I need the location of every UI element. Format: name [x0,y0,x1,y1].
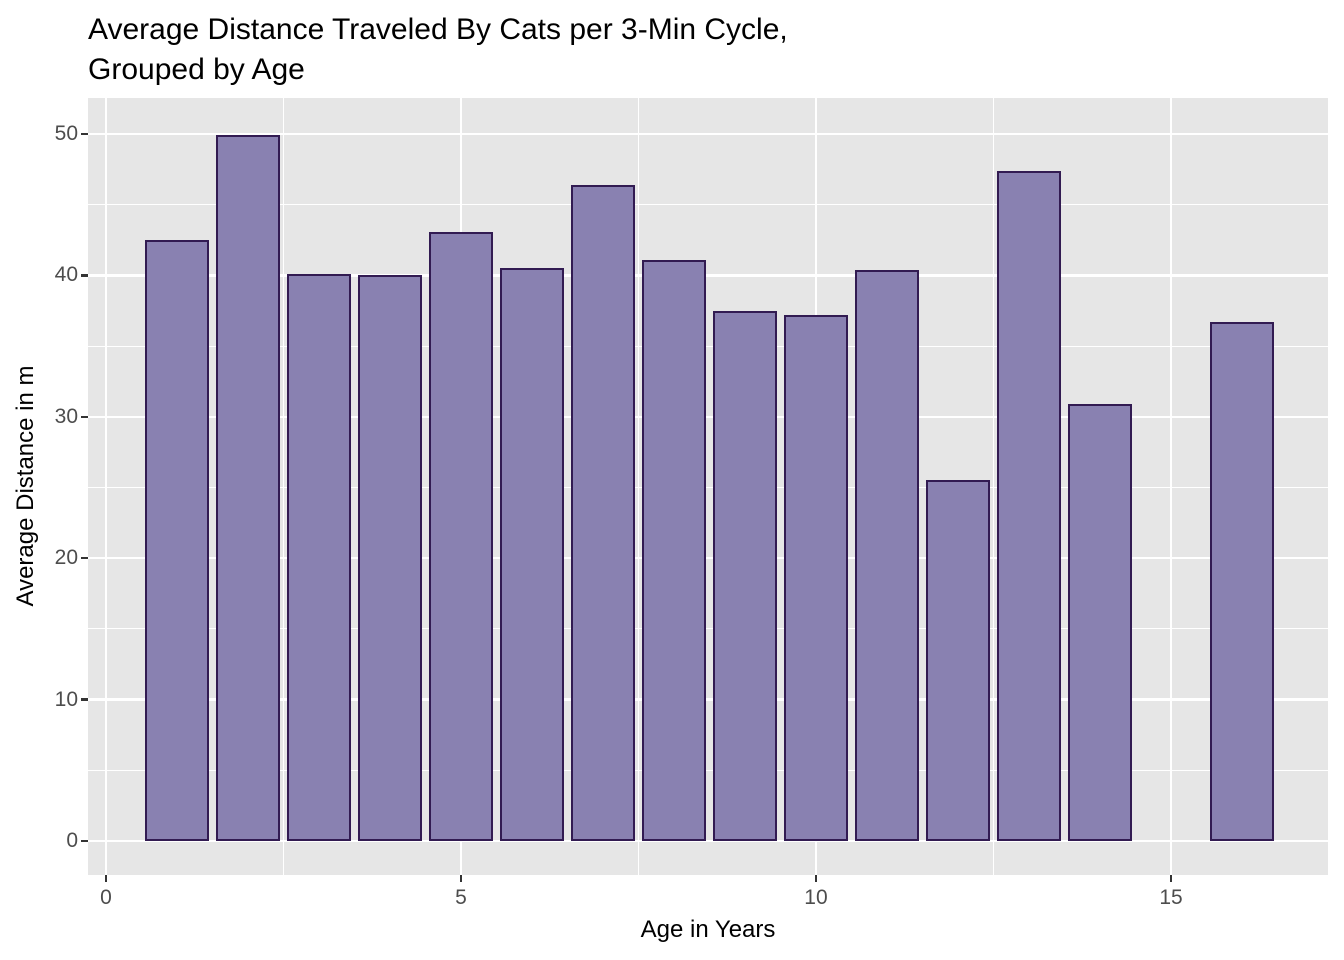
y-gridline-minor [88,204,1328,206]
y-gridline-minor [88,486,1328,489]
y-tick-label: 50 [54,122,78,145]
bar [1210,322,1274,841]
y-gridline-major [88,132,1328,136]
x-tick-mark [104,875,108,882]
y-tick-mark [81,839,88,843]
y-tick-mark [81,415,88,418]
bar [997,170,1061,841]
y-tick-mark [81,132,88,136]
y-gridline-major [88,698,1328,701]
x-tick-mark [1169,875,1173,882]
x-gridline-minor [282,98,285,875]
y-gridline-major [88,557,1328,560]
bar [216,135,280,841]
x-gridline-minor [992,98,995,875]
bar [287,273,351,841]
x-gridline-minor [637,98,640,875]
x-tick-label: 5 [455,886,467,909]
x-tick-label: 0 [100,886,112,909]
y-gridline-major [88,274,1328,277]
y-gridline-minor [88,769,1328,771]
bar [855,269,919,841]
x-tick-mark [814,875,818,882]
x-tick-mark [459,875,463,882]
y-tick-mark [81,557,88,560]
bar [1068,404,1132,841]
y-tick-mark [81,274,88,277]
y-tick-label: 0 [66,829,78,852]
y-tick-label: 20 [54,546,78,570]
chart-title-line-2: Grouped by Age [88,53,305,86]
chart-title-line-1: Average Distance Traveled By Cats per 3-… [88,13,788,46]
x-axis-title: Age in Years [640,916,776,943]
y-tick-label: 10 [54,687,78,711]
x-tick-label: 10 [804,886,828,909]
y-tick-label: 30 [54,404,78,428]
x-tick-label: 15 [1159,886,1183,909]
bar [358,275,422,841]
chart-title: Average Distance Traveled By Cats per 3-… [88,10,788,90]
bar [145,240,209,841]
y-tick-mark [81,698,88,701]
bar [429,231,493,841]
plot-panel [88,98,1328,875]
bar [642,259,706,841]
y-gridline-major [88,415,1328,418]
y-tick-label: 40 [54,263,78,287]
y-gridline-major [88,839,1328,843]
y-gridline-minor [88,345,1328,347]
x-gridline-major [104,98,108,875]
y-axis-title: Average Distance in m [12,365,39,607]
bar [500,268,564,841]
bar [926,480,990,841]
bar [784,314,848,841]
y-gridline-minor [88,628,1328,630]
bar [571,184,635,841]
x-gridline-major [1169,98,1173,875]
bar [713,310,777,841]
